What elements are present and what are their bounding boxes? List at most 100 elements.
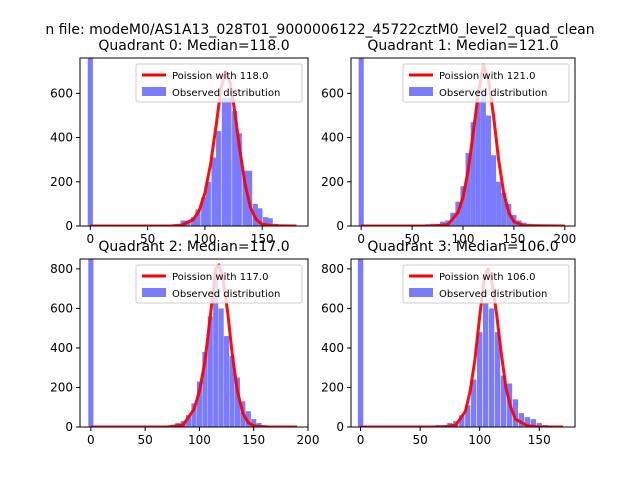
x-tick-label: 100 [468, 433, 491, 447]
legend: Poission with 106.0 Observed distribution [402, 264, 570, 304]
figure-suptitle: n file: modeM0/AS1A13_028T01_9000006122_… [45, 22, 594, 38]
y-tick-label: 800 [50, 262, 73, 276]
y-tick-label: 400 [321, 131, 344, 145]
panel-1: 0 50 100 150 200 0 200 400 600 Poission with 121.… [321, 38, 576, 246]
y-tick-label: 200 [321, 175, 344, 189]
histogram-bar [465, 153, 471, 226]
legend: Poission with 121.0 Observed distribution [402, 63, 570, 103]
histogram-bar [191, 403, 197, 427]
histogram-bar [236, 133, 242, 226]
histogram-bar [186, 415, 192, 427]
axes-frame [350, 258, 576, 428]
histogram-bar [460, 186, 466, 226]
panel-title: Quadrant 0: Median=118.0 [98, 38, 289, 54]
legend-bars-swatch [142, 288, 166, 297]
y-tick-label: 600 [50, 301, 73, 315]
histogram-bar [488, 308, 495, 427]
histogram-bar [477, 332, 483, 427]
histogram-bar [500, 375, 507, 427]
axes-frame [79, 57, 309, 227]
histogram-bar [257, 208, 263, 226]
y-tick-label: 200 [50, 380, 73, 394]
x-tick-label: 0 [87, 433, 95, 447]
legend-box [135, 63, 303, 103]
legend-bars-swatch [409, 87, 433, 96]
y-tick-label: 400 [50, 341, 73, 355]
histogram-bar [201, 197, 207, 226]
legend-box [402, 63, 570, 103]
x-tick-label: 150 [502, 232, 525, 246]
y-tick-label: 0 [65, 219, 73, 233]
histogram-bar [251, 419, 257, 427]
histogram-bar [482, 302, 489, 427]
legend-curve-label: Poission with 106.0 [439, 272, 535, 283]
y-tick-label: 800 [321, 262, 344, 276]
histogram-bar [242, 170, 248, 226]
x-tick-label: 100 [188, 433, 211, 447]
y-tick-label: 0 [336, 420, 344, 434]
y-tick-label: 0 [65, 420, 73, 434]
x-tick-label: 50 [138, 433, 153, 447]
x-tick-label: 0 [86, 232, 94, 246]
legend-bars-label: Observed distribution [172, 88, 280, 99]
histogram-bar [221, 97, 227, 226]
histogram-bar [496, 181, 502, 226]
legend-bars-label: Observed distribution [439, 88, 547, 99]
y-tick-label: 600 [50, 86, 73, 100]
histogram-bar [480, 88, 486, 226]
histogram-bar [88, 259, 94, 427]
histogram-bar [485, 115, 491, 226]
panel-title: Quadrant 3: Median=106.0 [367, 239, 558, 255]
x-tick-label: 150 [242, 433, 265, 447]
histogram-bar [232, 111, 238, 226]
histogram-bar [216, 130, 222, 226]
y-tick-label: 400 [321, 341, 344, 355]
histogram-bar [190, 217, 197, 226]
histogram-bar [229, 355, 235, 427]
x-tick-label: 50 [404, 232, 419, 246]
histogram-bar [475, 102, 481, 226]
legend-box [402, 264, 570, 304]
histogram-bar [357, 259, 364, 427]
y-tick-label: 600 [321, 301, 344, 315]
legend-curve-label: Poission with 118.0 [172, 71, 268, 82]
panel-title: Quadrant 2: Median=117.0 [98, 239, 289, 255]
histogram-bar [195, 209, 201, 226]
histogram-bar [202, 351, 208, 427]
legend-bars-label: Observed distribution [172, 289, 280, 300]
histogram-bar [494, 332, 501, 427]
histogram-bar [267, 218, 273, 226]
legend-box [135, 264, 303, 304]
histogram-bar [263, 217, 269, 226]
legend-curve-label: Poission with 121.0 [439, 71, 535, 82]
histogram-bar [471, 379, 477, 427]
x-tick-label: 150 [528, 433, 551, 447]
x-tick-label: 0 [357, 232, 365, 246]
legend-bars-label: Observed distribution [439, 289, 547, 300]
panel-title: Quadrant 1: Median=121.0 [367, 38, 558, 54]
x-tick-label: 200 [297, 433, 320, 447]
histogram-bar [213, 272, 219, 427]
histogram-bar [87, 58, 93, 226]
panel-2: 0 50 100 150 200 0 200 400 600 800 Poission with 1… [50, 239, 319, 447]
x-tick-label: 200 [553, 232, 576, 246]
x-tick-label: 0 [357, 433, 365, 447]
histogram-bar [196, 381, 202, 427]
y-tick-label: 200 [50, 175, 73, 189]
y-tick-label: 0 [336, 219, 344, 233]
histogram-bar [358, 58, 364, 226]
histogram-bar [205, 181, 211, 226]
histogram-bar [211, 157, 217, 226]
histogram-bar [518, 413, 525, 427]
panels: 0 50 100 150 0 200 400 600 Poission with 118.0 Ob… [50, 38, 576, 447]
x-tick-label: 100 [193, 232, 216, 246]
histogram-bar [470, 122, 476, 226]
histogram-bar [234, 377, 240, 427]
x-tick-label: 100 [452, 232, 475, 246]
x-tick-label: 50 [140, 232, 155, 246]
histogram-bar [536, 423, 542, 427]
y-tick-label: 200 [321, 380, 344, 394]
histogram-bar [218, 308, 224, 427]
histogram-bar [245, 411, 251, 427]
